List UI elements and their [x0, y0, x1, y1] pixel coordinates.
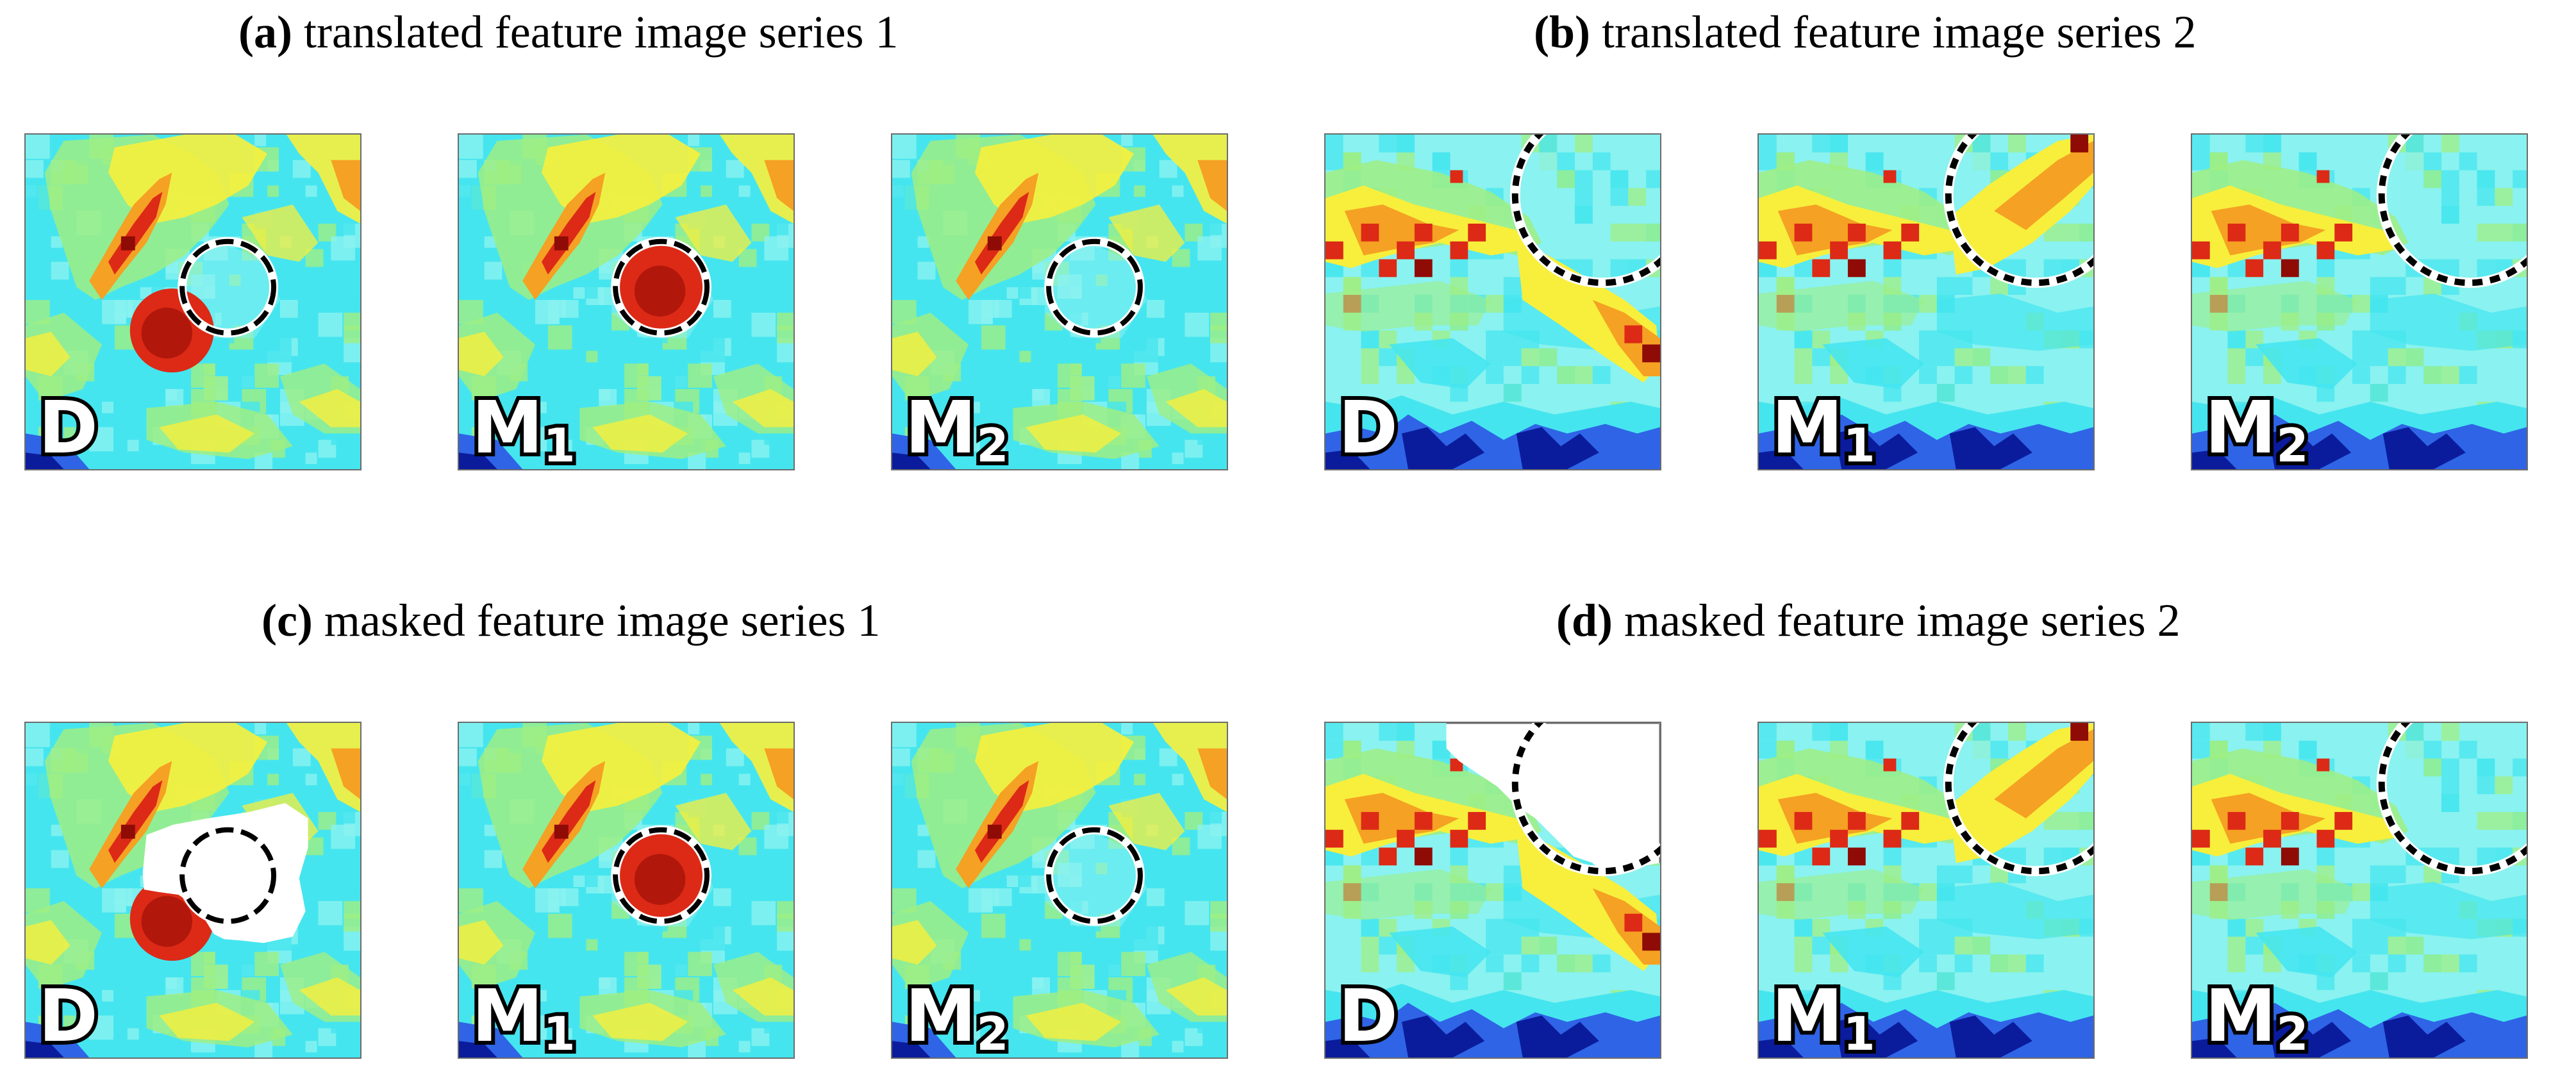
- tile-label: D: [35, 975, 102, 1058]
- feature-image-a-m2: [892, 135, 1227, 469]
- tile-label: M2: [901, 386, 1013, 470]
- feature-image-c-m2: [892, 723, 1227, 1057]
- panel-b-tile-m1: M1: [1757, 133, 2095, 470]
- feature-image-d-d: [1325, 723, 1660, 1057]
- feature-image-a-m1: [459, 135, 794, 469]
- tile-label: D: [1334, 386, 1402, 470]
- panel-b-title: (b) translated feature image series 2: [1534, 9, 2197, 55]
- feature-image-c-d: [26, 723, 360, 1057]
- tile-label: M2: [2201, 386, 2313, 470]
- panel-a-title: (a) translated feature image series 1: [238, 9, 899, 55]
- tile-label: M2: [2201, 975, 2313, 1059]
- feature-image-b-m1: [1759, 135, 2093, 469]
- panel-c-tile-m2: M2: [891, 722, 1228, 1059]
- tile-label: D: [35, 386, 102, 470]
- panel-c-tile-m1: M1: [458, 722, 795, 1059]
- panel-b-tile-m2: M2: [2191, 133, 2528, 470]
- panel-c-title: (c) masked feature image series 1: [262, 597, 881, 643]
- panel-d-title-text: masked feature image series 2: [1624, 595, 2181, 646]
- panel-d-title: (d) masked feature image series 2: [1556, 597, 2181, 643]
- panel-b-title-text: translated feature image series 2: [1602, 6, 2197, 58]
- feature-image-d-m1: [1759, 723, 2093, 1057]
- panel-c-tag: (c): [262, 595, 313, 646]
- feature-image-a-d: [26, 135, 360, 469]
- tile-label: D: [1334, 975, 1402, 1058]
- tile-label: M1: [468, 975, 579, 1059]
- panel-d-tag: (d): [1556, 595, 1613, 646]
- tile-label: M1: [468, 386, 579, 470]
- panel-a-tile-m2: M2: [891, 133, 1228, 470]
- panel-a-tag: (a): [238, 6, 292, 58]
- tile-label: M1: [1768, 975, 1879, 1059]
- panel-b-tag: (b): [1534, 6, 1590, 58]
- feature-image-d-m2: [2192, 723, 2527, 1057]
- mask-region: [142, 803, 308, 943]
- panel-d-tile-m1: M1: [1757, 722, 2095, 1059]
- tile-label: M2: [901, 975, 1013, 1059]
- panel-c-title-text: masked feature image series 1: [324, 595, 881, 646]
- panel-d-tile-m2: M2: [2191, 722, 2528, 1059]
- panel-a-tile-d: D: [24, 133, 361, 470]
- feature-image-b-m2: [2192, 135, 2527, 469]
- panel-d-tile-d: D: [1324, 722, 1661, 1059]
- panel-b-tile-d: D: [1324, 133, 1661, 470]
- panel-a-title-text: translated feature image series 1: [303, 6, 899, 58]
- panel-c-tile-d: D: [24, 722, 361, 1059]
- feature-image-b-d: [1325, 135, 1660, 469]
- panel-a-tile-m1: M1: [458, 133, 795, 470]
- tile-label: M1: [1768, 386, 1879, 470]
- feature-image-c-m1: [459, 723, 794, 1057]
- mask-region: [1446, 723, 1660, 876]
